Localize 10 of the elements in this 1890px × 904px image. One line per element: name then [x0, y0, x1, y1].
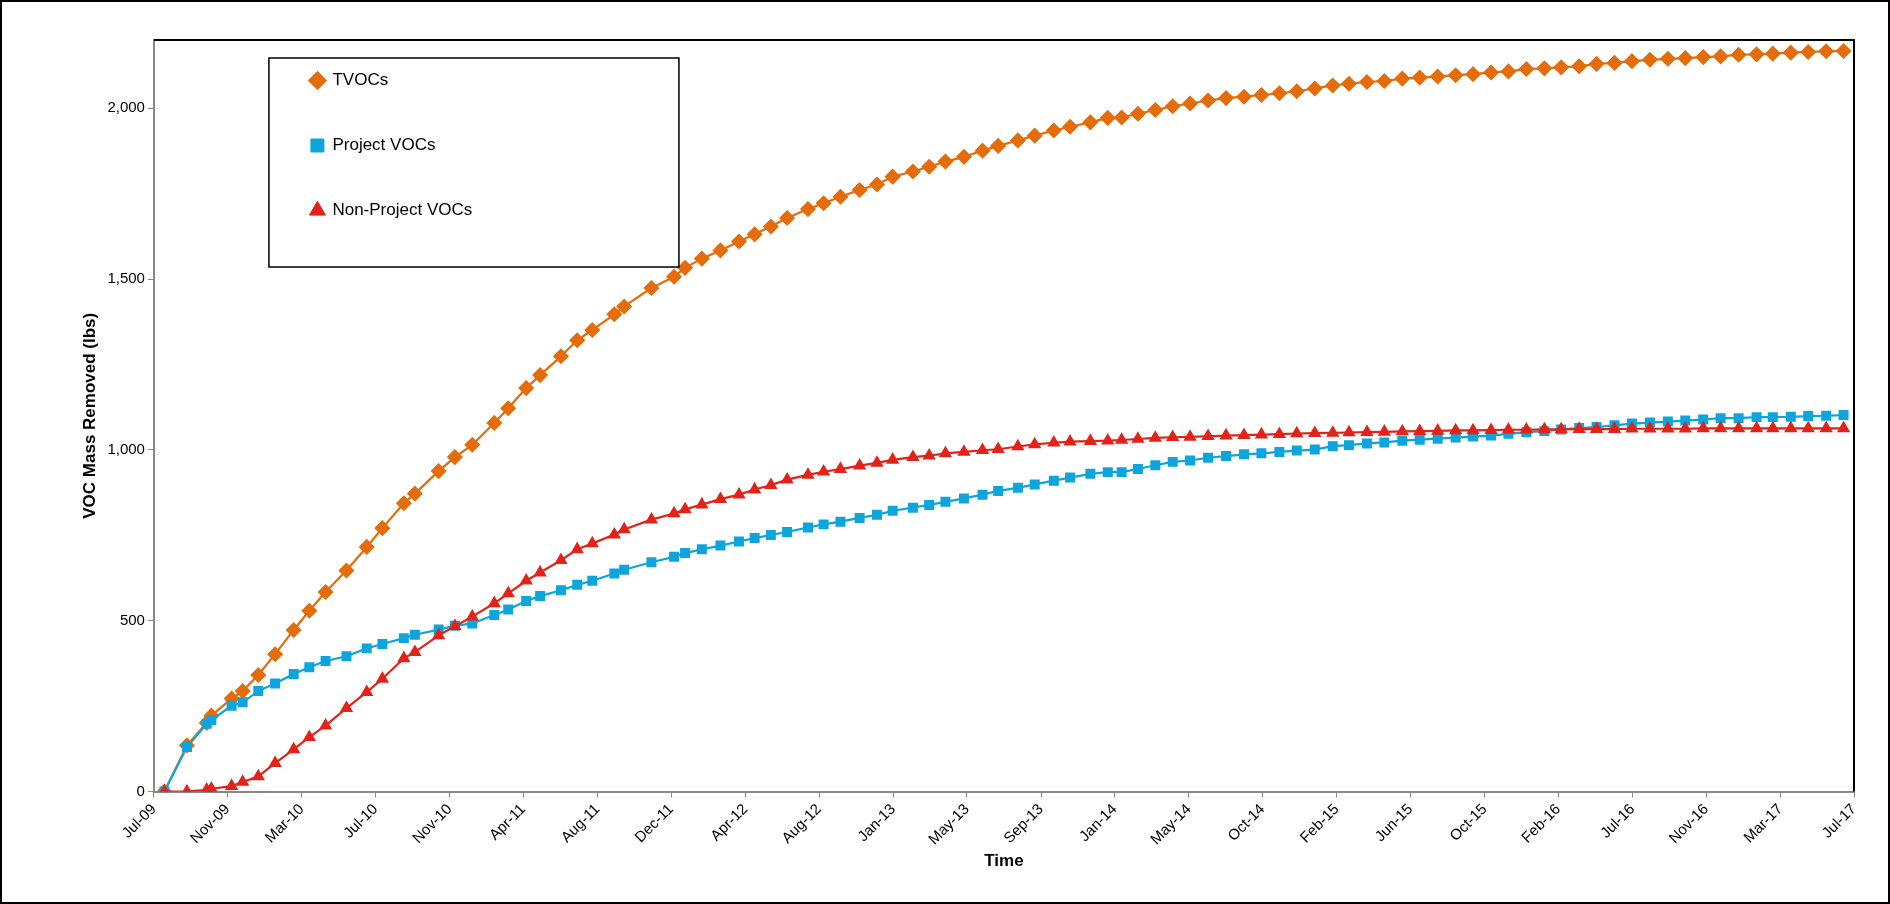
legend-label: Project VOCs: [332, 135, 436, 155]
x-axis-title: Time: [984, 851, 1024, 871]
y-tick-label: 1,000: [107, 440, 145, 458]
y-axis-title: VOC Mass Removed (lbs): [79, 312, 99, 519]
y-tick-label: 2,000: [107, 98, 145, 116]
y-tick-label: 1,500: [107, 269, 145, 287]
legend-label: TVOCs: [332, 70, 389, 90]
y-tick-label: 0: [136, 781, 145, 799]
legend-label: Non-Project VOCs: [332, 200, 473, 220]
y-tick-label: 500: [119, 610, 145, 628]
